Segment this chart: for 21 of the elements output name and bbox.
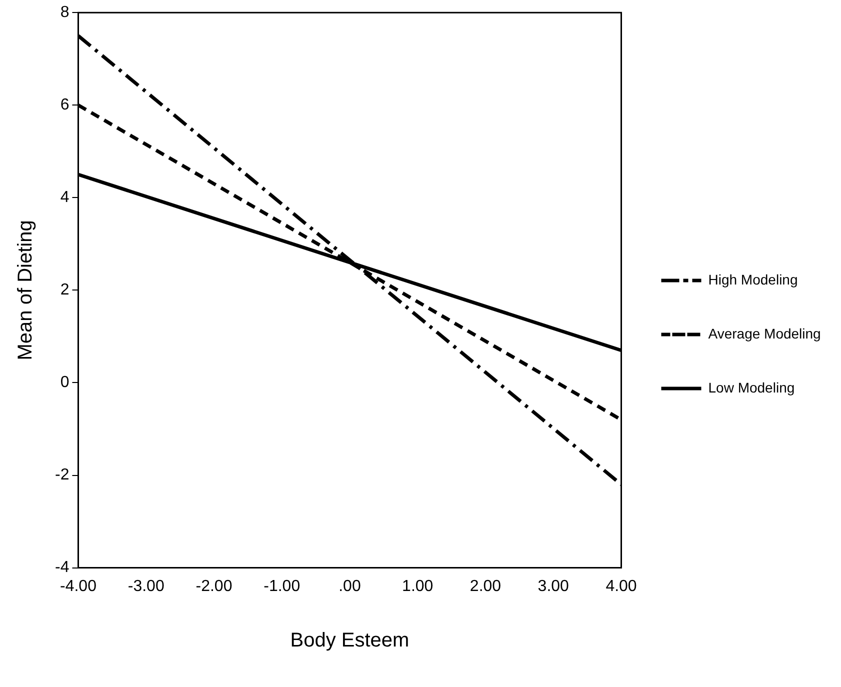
y-tick-label: 8	[60, 4, 70, 22]
x-tick-label: 2.00	[470, 578, 502, 595]
x-tick-label: .00	[338, 578, 361, 595]
x-tick-label: 3.00	[538, 578, 570, 595]
y-tick-label: 0	[60, 374, 70, 392]
y-axis-title: Mean of Dieting	[14, 220, 37, 360]
x-axis-title: Body Esteem	[290, 630, 410, 652]
legend-label: Low Modeling	[708, 379, 795, 396]
y-tick-label: -4	[54, 559, 70, 576]
x-tick-label: 4.00	[606, 578, 637, 595]
x-tick-label: -3.00	[128, 578, 164, 595]
x-tick-label: -4.00	[60, 578, 97, 595]
x-tick-label: -2.00	[196, 578, 232, 595]
y-tick-label: 2	[60, 282, 70, 299]
x-tick-label: -1.00	[264, 578, 300, 595]
y-tick-label: 6	[60, 96, 70, 114]
y-tick-label: -2	[54, 466, 70, 484]
y-tick-label: 4	[60, 189, 70, 206]
legend-label: Average Modeling	[708, 325, 821, 342]
legend-label: High Modeling	[708, 271, 798, 288]
x-tick-label: 1.00	[402, 578, 434, 595]
